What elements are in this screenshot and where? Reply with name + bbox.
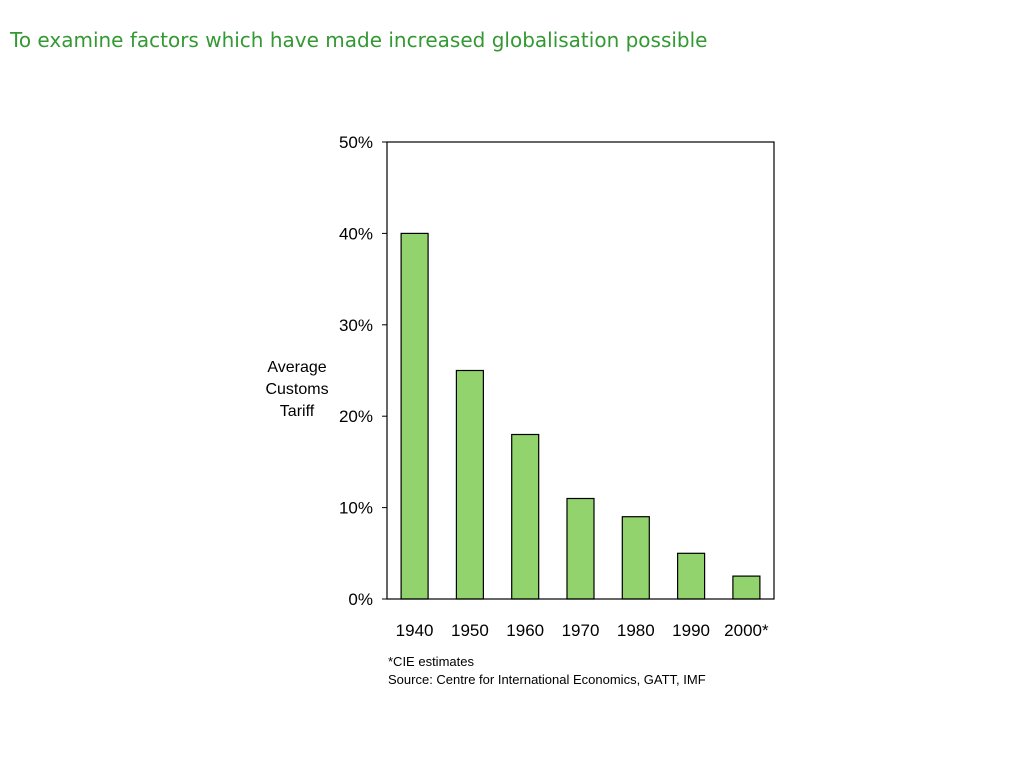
- bars-layer: [400, 232, 761, 600]
- x-tick-label: 2000*: [724, 621, 769, 640]
- chart-note: *CIE estimates: [388, 654, 474, 669]
- x-tick-label: 1950: [451, 621, 489, 640]
- y-axis-label-line: Customs: [265, 381, 328, 398]
- chart-notes: *CIE estimates Source: Centre for Interna…: [388, 654, 706, 687]
- y-tick-label: 40%: [339, 224, 373, 243]
- x-tick-label: 1980: [617, 621, 655, 640]
- y-tick-label: 50%: [339, 133, 373, 152]
- y-axis-label-line: Tariff: [280, 403, 315, 420]
- bar-1990: [676, 552, 706, 600]
- y-tick-label: 30%: [339, 316, 373, 335]
- bar-1960: [511, 433, 540, 600]
- bar-1970: [566, 497, 595, 600]
- bar-1940: [400, 232, 429, 600]
- bar-1980: [621, 516, 650, 600]
- chart-note: Source: Centre for International Economi…: [388, 672, 706, 687]
- slide-title: To examine factors which have made incre…: [10, 28, 708, 52]
- y-tick-label: 20%: [339, 407, 373, 426]
- x-tick-labels: 1940 1950 1960 1970 1980 1990 2000*: [396, 621, 769, 640]
- x-tick-label: 1960: [506, 621, 544, 640]
- y-tick-labels: 0% 10% 20% 30% 40% 50%: [339, 133, 387, 609]
- x-tick-label: 1970: [562, 621, 600, 640]
- x-tick-label: 1940: [396, 621, 434, 640]
- y-axis-label: Average Customs Tariff: [265, 359, 328, 420]
- plot-frame: [386, 141, 775, 600]
- y-tick-label: 0%: [348, 590, 373, 609]
- bar-2000: [732, 575, 761, 600]
- x-tick-label: 1990: [672, 621, 710, 640]
- y-tick-label: 10%: [339, 499, 373, 518]
- bar-1950: [455, 369, 484, 600]
- y-axis-label-line: Average: [267, 359, 326, 376]
